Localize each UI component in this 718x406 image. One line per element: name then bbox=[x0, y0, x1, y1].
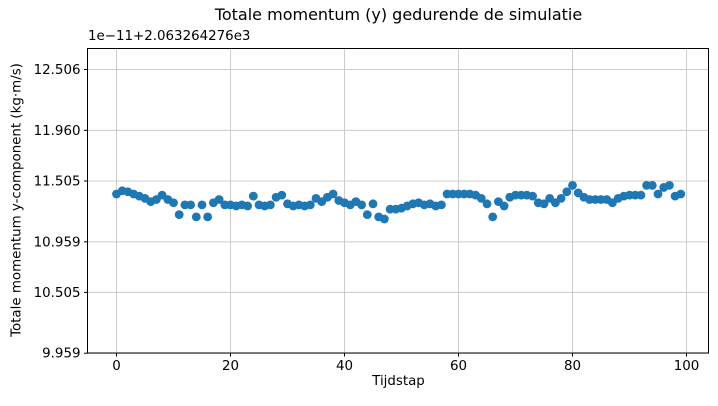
x-tick-label: 0 bbox=[112, 359, 121, 374]
data-point bbox=[169, 198, 178, 208]
data-point bbox=[357, 200, 366, 210]
axis-offset-label: 1e−11+2.063264276e3 bbox=[88, 29, 251, 44]
data-point bbox=[653, 189, 663, 199]
y-tick-label: 11.960 bbox=[34, 124, 81, 139]
data-point bbox=[568, 180, 577, 190]
data-point bbox=[248, 191, 258, 201]
data-point bbox=[243, 201, 253, 211]
data-point bbox=[191, 212, 201, 222]
data-point bbox=[482, 199, 492, 209]
data-point bbox=[362, 210, 372, 220]
data-point bbox=[676, 189, 686, 199]
y-tick-label: 9.959 bbox=[42, 347, 80, 362]
x-tick-label: 60 bbox=[450, 359, 467, 374]
x-tick-label: 80 bbox=[564, 359, 581, 374]
y-tick-label: 11.505 bbox=[34, 175, 81, 190]
data-point bbox=[328, 189, 338, 199]
data-point bbox=[214, 195, 224, 204]
data-point bbox=[186, 200, 196, 210]
data-point bbox=[528, 191, 537, 201]
x-tick-label: 100 bbox=[674, 359, 700, 374]
data-point bbox=[437, 200, 446, 210]
data-point bbox=[380, 214, 389, 224]
data-point bbox=[539, 199, 549, 209]
data-point bbox=[277, 190, 287, 200]
y-tick-label: 10.959 bbox=[34, 235, 81, 250]
data-point bbox=[647, 180, 657, 190]
data-point bbox=[476, 193, 486, 203]
data-point bbox=[556, 193, 566, 203]
data-point bbox=[636, 190, 646, 200]
x-axis-label: Tijdstap bbox=[372, 374, 425, 389]
y-tick-label: 10.505 bbox=[34, 286, 81, 301]
x-tick-label: 20 bbox=[222, 359, 239, 374]
data-point bbox=[197, 200, 207, 210]
data-point bbox=[368, 199, 378, 209]
data-point bbox=[499, 201, 509, 211]
axes-spines bbox=[87, 48, 709, 354]
data-point bbox=[266, 200, 275, 210]
x-tick-label: 40 bbox=[336, 359, 353, 374]
y-tick-label: 12.506 bbox=[34, 63, 81, 78]
data-point bbox=[488, 212, 498, 222]
data-point bbox=[174, 210, 184, 220]
y-axis-label: Totale momentum y-component (kg·m/s) bbox=[9, 63, 25, 337]
data-point bbox=[203, 212, 213, 222]
data-point bbox=[562, 187, 572, 197]
data-point bbox=[305, 200, 315, 210]
chart-title: Totale momentum (y) gedurende de simulat… bbox=[214, 5, 583, 24]
data-point bbox=[665, 180, 674, 190]
